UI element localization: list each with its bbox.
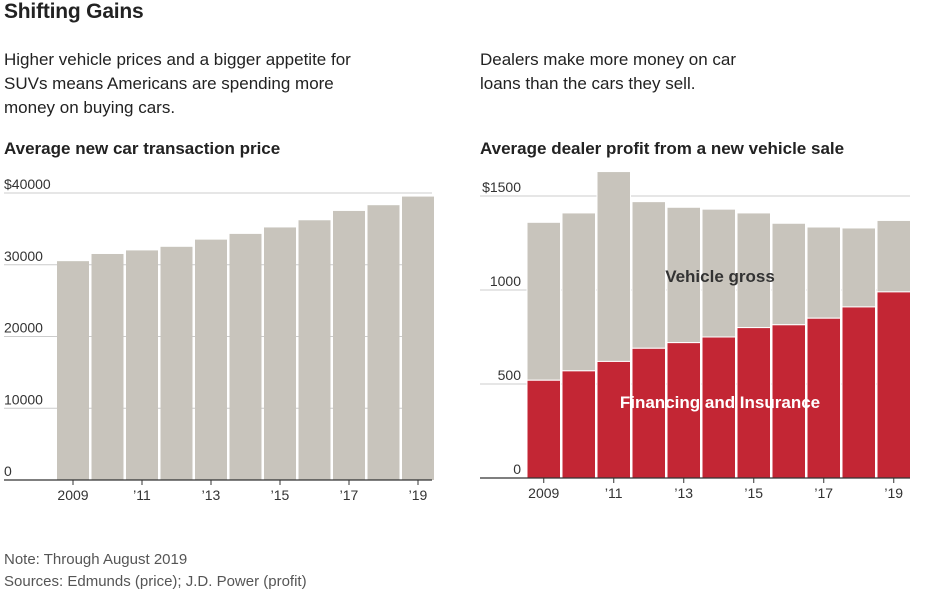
x-tick-label: ’11	[133, 487, 151, 503]
bar-2013	[195, 239, 227, 480]
bar-financing-insurance-2016	[771, 324, 806, 479]
bar-vehicle-gross-2012	[631, 201, 666, 349]
bar-vehicle-gross-2016	[771, 222, 806, 326]
bar-vehicle-gross-2009	[526, 221, 561, 381]
y-tick-label: 30000	[4, 248, 43, 264]
bar-vehicle-gross-2018	[841, 227, 876, 308]
bar-2019	[402, 196, 434, 480]
x-tick-label: 2009	[57, 487, 88, 503]
bar-2016	[298, 220, 331, 480]
x-tick-label: ’15	[271, 487, 290, 503]
x-tick-label: ’11	[605, 485, 623, 501]
x-tick-label: 2009	[528, 485, 559, 501]
y-tick-label: 1000	[490, 273, 521, 289]
right-subtitle: Dealers make more money on car loans tha…	[480, 50, 737, 93]
left-subtitle: Higher vehicle prices and a bigger appet…	[4, 50, 351, 117]
left-chart-title: Average new car transaction price	[4, 139, 281, 158]
y-tick-label: 20000	[4, 320, 43, 336]
bar-vehicle-gross-2017	[806, 226, 841, 319]
series-label-vehicle-gross: Vehicle gross	[665, 267, 775, 286]
bar-financing-insurance-2012	[631, 347, 666, 479]
bar-vehicle-gross-2010	[561, 212, 596, 372]
y-tick-label: $40000	[4, 176, 51, 192]
bar-2014	[229, 233, 262, 480]
bar-2012	[160, 246, 193, 480]
bar-vehicle-gross-2011	[596, 171, 631, 362]
bar-financing-insurance-2014	[701, 336, 736, 479]
page-title: Shifting Gains	[4, 0, 144, 23]
bar-financing-insurance-2011	[596, 360, 631, 479]
x-tick-label: ’13	[674, 485, 693, 501]
y-tick-label: 0	[4, 463, 12, 479]
bar-vehicle-gross-2015	[736, 212, 771, 329]
y-tick-label: 10000	[4, 391, 43, 407]
y-tick-label: $1500	[482, 179, 521, 195]
x-tick-label: ’19	[409, 487, 428, 503]
x-tick-label: ’19	[884, 485, 903, 501]
bar-2015	[264, 227, 296, 480]
x-tick-label: ’17	[340, 487, 359, 503]
x-tick-label: ’13	[202, 487, 221, 503]
bar-vehicle-gross-2014	[701, 208, 736, 338]
bar-financing-insurance-2009	[526, 379, 561, 479]
series-label-financing-insurance: Financing and Insurance	[620, 393, 820, 412]
y-tick-label: 0	[513, 461, 521, 477]
note: Note: Through August 2019	[4, 551, 188, 568]
right-chart-title: Average dealer profit from a new vehicle…	[480, 139, 845, 158]
x-tick-label: ’15	[744, 485, 763, 501]
bar-financing-insurance-2019	[876, 291, 911, 479]
bar-2017	[333, 210, 365, 480]
x-tick-label: ’17	[814, 485, 833, 501]
y-tick-label: 500	[498, 367, 522, 383]
bar-2011	[126, 250, 158, 480]
bar-vehicle-gross-2013	[666, 206, 701, 344]
bar-financing-insurance-2013	[666, 342, 701, 479]
bar-2009	[57, 261, 89, 480]
bar-2018	[367, 205, 400, 480]
sources: Sources: Edmunds (price); J.D. Power (pr…	[4, 573, 307, 590]
bar-2010	[91, 253, 124, 480]
bar-financing-insurance-2010	[561, 370, 596, 479]
bar-vehicle-gross-2019	[876, 219, 911, 293]
bar-financing-insurance-2018	[841, 306, 876, 479]
